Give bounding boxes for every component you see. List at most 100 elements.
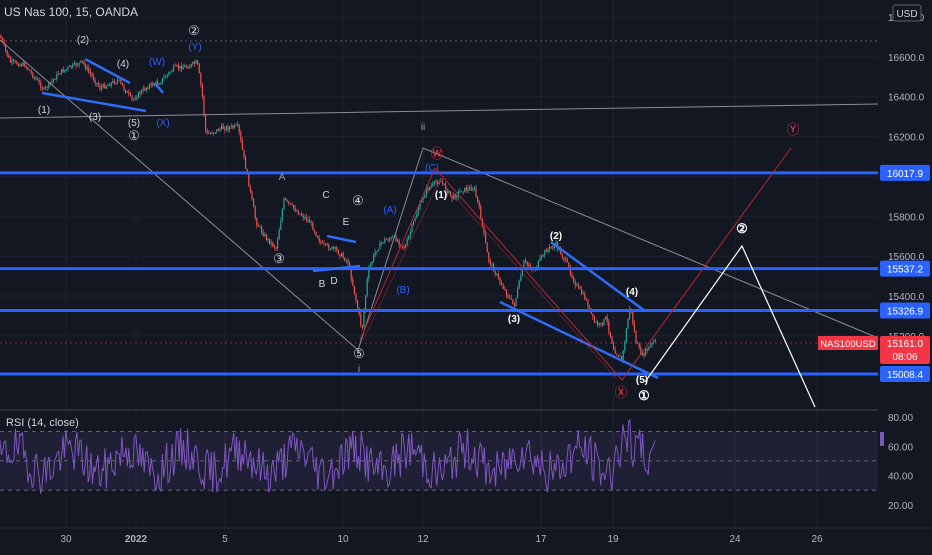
candle-body: [285, 198, 287, 201]
candle-body: [347, 260, 349, 264]
candle-body: [475, 187, 477, 197]
candle-body: [142, 88, 144, 91]
candle-body: [176, 65, 178, 67]
wave-label: (C): [425, 163, 439, 174]
candle-body: [603, 319, 605, 326]
candle-body: [158, 84, 160, 85]
channel-line: [312, 264, 361, 273]
wave-label: Ⓧ: [614, 385, 627, 400]
candle-body: [115, 82, 117, 84]
candles[interactable]: [0, 34, 656, 364]
candle-body: [494, 271, 496, 275]
wave-label: C: [322, 190, 329, 201]
time-tick-label: 30: [60, 534, 72, 545]
candle-body: [643, 353, 645, 356]
candle-body: [387, 239, 389, 241]
candle-body: [473, 187, 475, 190]
price-tick-label: 15800.0: [888, 212, 925, 223]
candle-body: [509, 297, 511, 298]
candle-body: [550, 246, 552, 248]
candle-body: [526, 261, 528, 265]
candle-body: [337, 250, 339, 255]
time-tick-label: 17: [535, 534, 547, 545]
candle-body: [51, 80, 53, 83]
channel-line: [84, 57, 131, 85]
candle-body: [459, 191, 461, 193]
white-projection-path: [644, 244, 816, 408]
candle-body: [440, 181, 442, 183]
candle-body: [157, 81, 159, 85]
candle-body: [200, 73, 202, 85]
channel-line: [326, 234, 357, 244]
candle-body: [523, 260, 525, 268]
candle-body: [89, 71, 91, 74]
candle-body: [25, 66, 27, 68]
horizontal-levels[interactable]: [0, 171, 878, 376]
candle-body: [601, 322, 603, 326]
wave-label: (4): [626, 287, 638, 298]
candle-body: [224, 128, 226, 131]
wave-label: (1): [38, 105, 50, 116]
candle-body: [107, 84, 109, 87]
candle-body: [291, 203, 293, 205]
candle-body: [350, 267, 352, 280]
candle-body: [123, 85, 125, 90]
candle-body: [339, 254, 341, 257]
candle-body: [406, 239, 408, 246]
candle-body: [32, 72, 34, 78]
time-tick-label: 19: [607, 534, 619, 545]
candle-body: [30, 70, 32, 73]
candle-body: [398, 240, 400, 245]
candle-body: [312, 222, 314, 230]
candle-body: [117, 79, 119, 83]
candle-body: [86, 67, 88, 70]
candle-body: [563, 257, 565, 260]
candle-body: [94, 80, 96, 84]
candle-body: [192, 62, 194, 65]
candle-body: [27, 67, 29, 70]
candle-body: [149, 84, 151, 89]
level-tag-label: 15537.2: [887, 265, 924, 276]
candle-body: [560, 249, 562, 255]
candle-body: [288, 201, 290, 204]
candle-body: [577, 284, 579, 287]
candle-body: [222, 125, 224, 129]
candle-body: [182, 67, 184, 70]
candle-body: [518, 280, 520, 289]
candle-body: [101, 87, 103, 90]
candle-body: [270, 242, 272, 244]
candle-body: [214, 132, 216, 134]
candle-body: [16, 61, 18, 65]
candle-body: [321, 242, 323, 244]
wave-label: (1): [435, 190, 447, 201]
time-tick-label: 24: [729, 534, 741, 545]
price-axis[interactable]: 16800.016600.016400.016200.016000.015800…: [818, 0, 932, 550]
candle-body: [539, 257, 541, 261]
candle-body: [64, 69, 66, 73]
price-tick-label: 15600.0: [888, 252, 925, 263]
candle-body: [256, 218, 258, 226]
rsi-tick-label: 80.00: [888, 413, 913, 424]
symbol-tag: [818, 336, 878, 350]
chart-title: US Nas 100, 15, OANDA: [4, 5, 138, 19]
candle-body: [328, 244, 330, 250]
candle-body: [574, 281, 576, 286]
candle-body: [366, 278, 368, 296]
candle-body: [137, 92, 139, 99]
candle-body: [432, 183, 434, 186]
candle-body: [488, 252, 490, 261]
candle-body: [99, 85, 101, 90]
candle-body: [254, 207, 256, 219]
candle-body: [243, 149, 245, 157]
time-axis[interactable]: 30 2022 5 10 12 17 19 24 26: [0, 527, 932, 545]
candle-body: [227, 126, 229, 130]
candle-body: [405, 245, 407, 248]
candle-body: [85, 64, 87, 70]
candle-body: [606, 316, 608, 322]
candle-body: [510, 297, 512, 300]
candle-body: [88, 67, 90, 72]
candle-body: [377, 249, 379, 252]
candle-body: [278, 229, 280, 240]
